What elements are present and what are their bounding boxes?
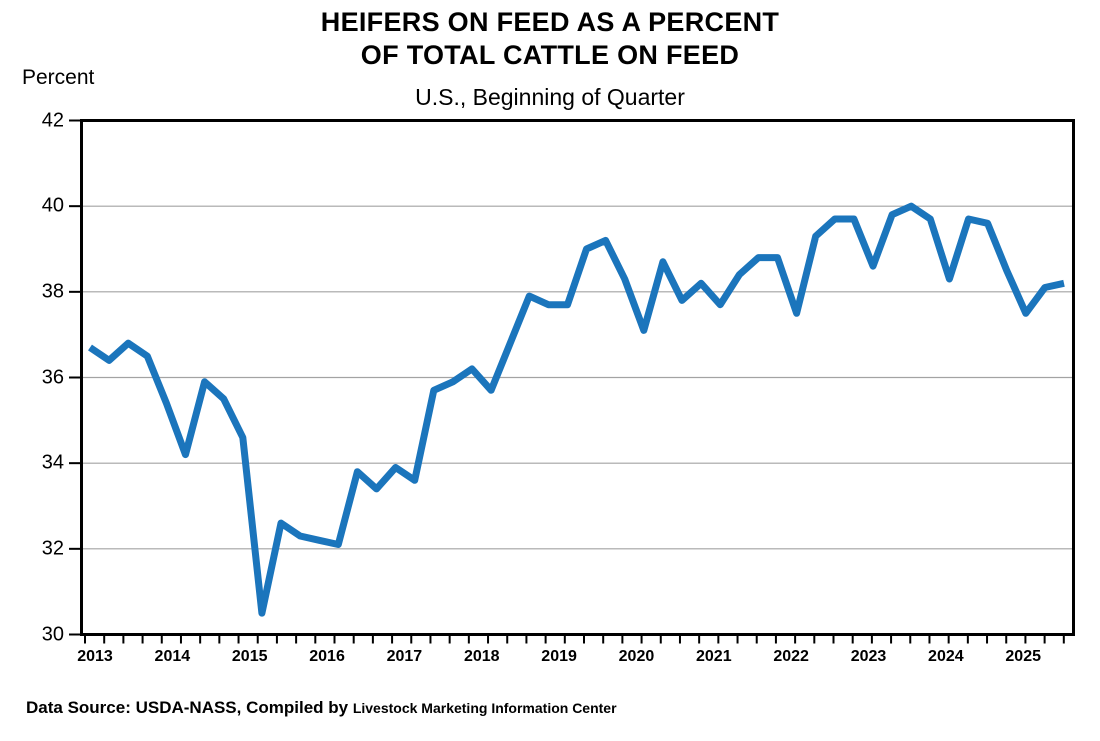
x-axis-year-label: 2022 xyxy=(773,648,809,665)
x-axis-year-label: 2013 xyxy=(77,648,113,665)
x-axis-year-label: 2017 xyxy=(386,648,423,665)
x-axis-year-label: 2018 xyxy=(463,648,500,665)
x-axis-year-label: 2015 xyxy=(231,648,268,665)
y-axis-label: 30 xyxy=(41,623,64,645)
y-axis-label: 42 xyxy=(41,109,64,131)
x-axis-year-label: 2024 xyxy=(928,648,964,665)
y-axis-label: 40 xyxy=(41,194,64,217)
data-source-organization: Livestock Marketing Information Center xyxy=(352,700,617,716)
x-axis-year-label: 2014 xyxy=(154,648,191,665)
y-axis-label: 36 xyxy=(41,366,64,388)
y-axis-label: 32 xyxy=(41,537,64,560)
chart-subtitle: U.S., Beginning of Quarter xyxy=(415,84,685,110)
y-axis-label: 38 xyxy=(41,280,64,303)
y-axis-label: 34 xyxy=(41,451,64,474)
x-axis-year-label: 2019 xyxy=(541,648,577,665)
x-axis-year-label: 2021 xyxy=(696,648,732,665)
chart-title: HEIFERS ON FEED AS A PERCENT OF TOTAL CA… xyxy=(0,6,1100,72)
chart-title-line1: HEIFERS ON FEED AS A PERCENT xyxy=(320,7,780,37)
x-axis-year-label: 2023 xyxy=(850,648,887,665)
plot-border xyxy=(80,119,1075,636)
data-line xyxy=(88,202,1065,617)
x-axis-year-label: 2025 xyxy=(1005,648,1041,665)
x-axis-year-label: 2016 xyxy=(309,648,345,665)
data-source-note: Data Source: USDA-NASS, Compiled by Live… xyxy=(26,698,617,718)
y-axis-unit-label: Percent xyxy=(22,66,95,89)
chart-title-line2: OF TOTAL CATTLE ON FEED xyxy=(360,40,740,70)
x-axis-year-label: 2020 xyxy=(618,648,655,665)
data-source-prefix: Data Source: USDA-NASS, Compiled by xyxy=(26,698,353,717)
